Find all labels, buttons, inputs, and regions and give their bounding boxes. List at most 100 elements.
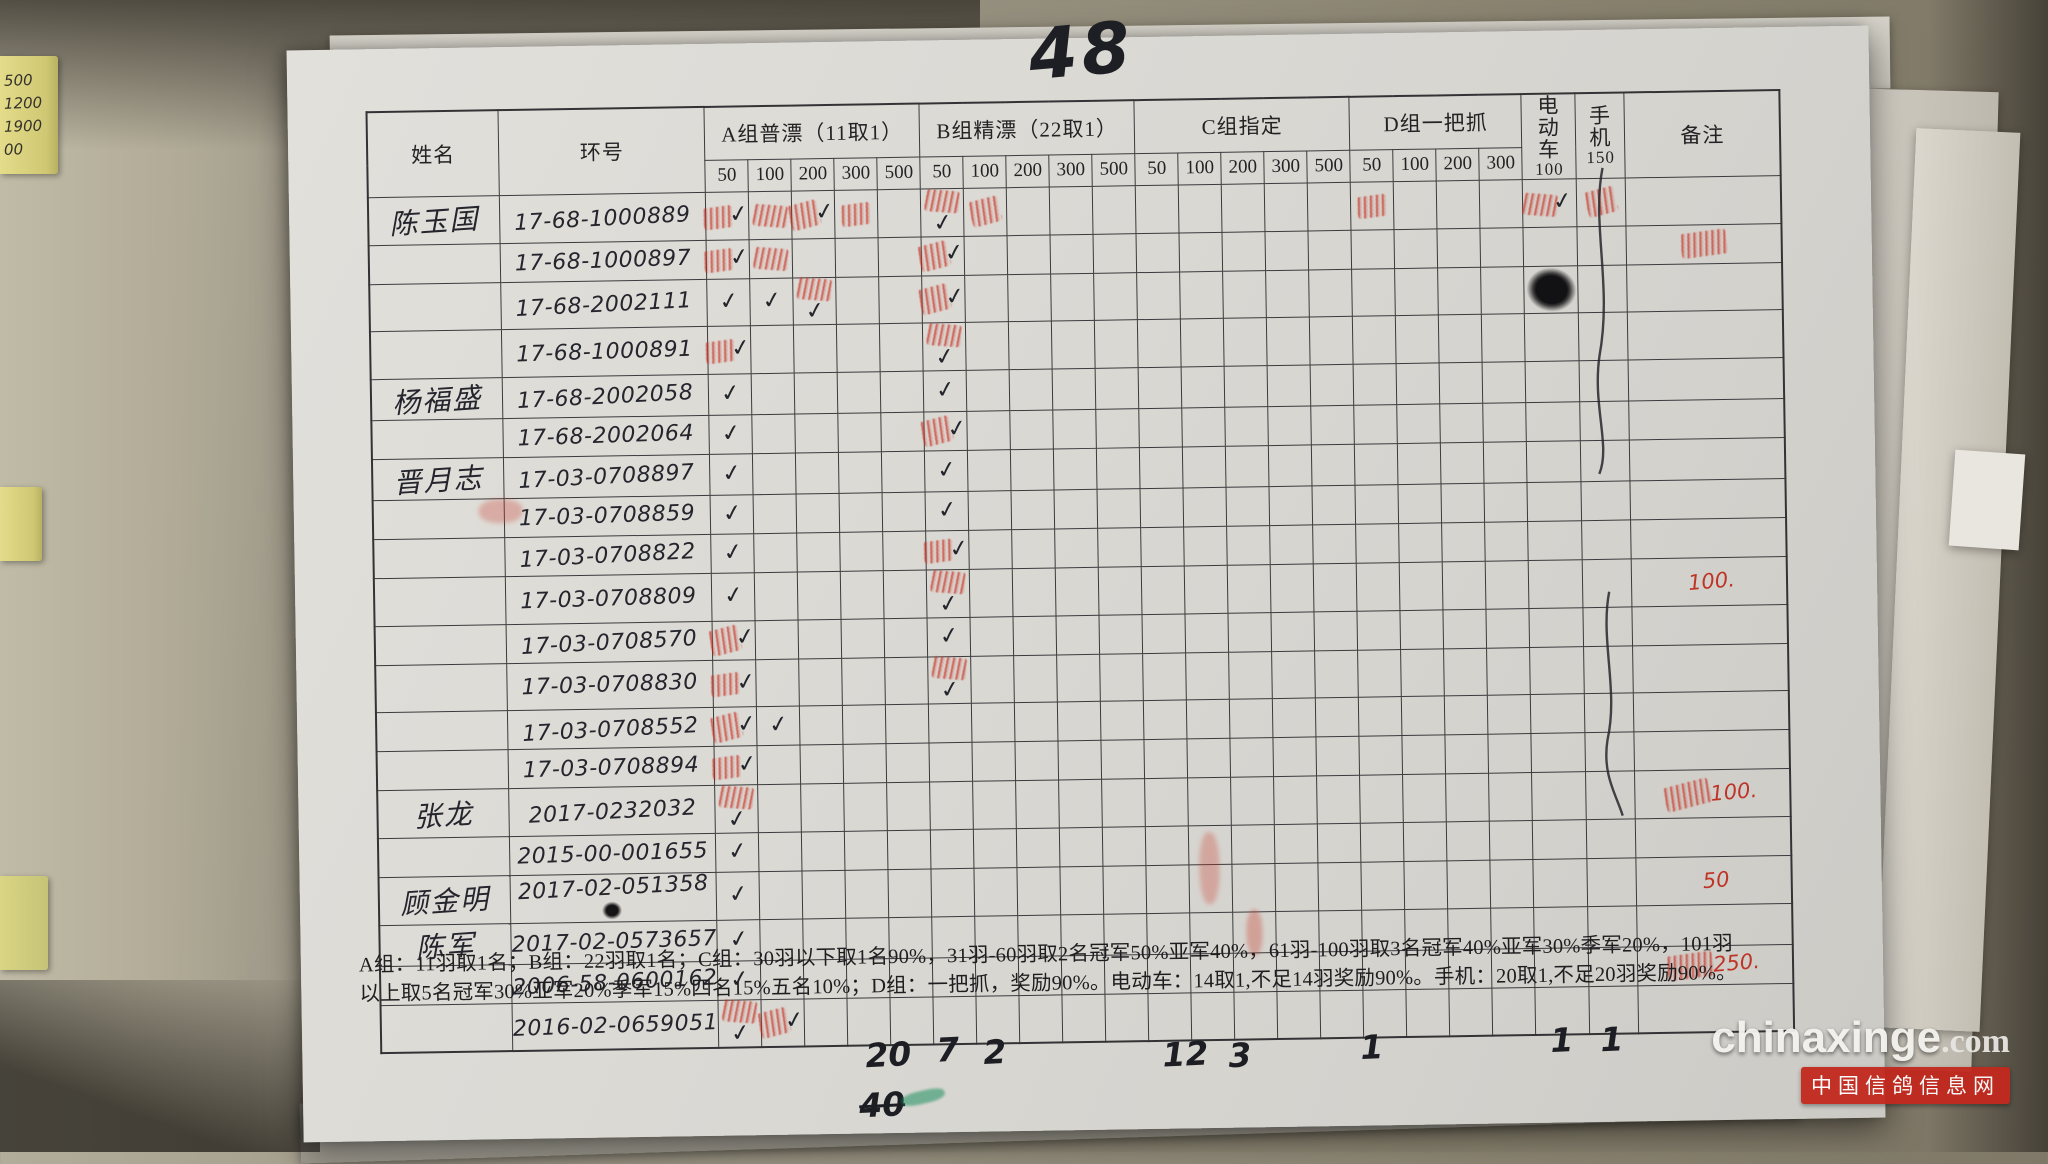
bet-cell-d100 [1399, 561, 1444, 611]
bet-cell-a100: ✓ [756, 706, 801, 746]
bet-cell-c300 [1268, 444, 1313, 487]
price-column-header: 300 [1479, 147, 1523, 181]
bet-cell-b100 [968, 490, 1012, 531]
ring-number-cell: 17-68-1000889 [499, 192, 707, 244]
handwritten-checkmark: ✓ [938, 676, 962, 705]
bet-cell-b50: ✓ [924, 450, 969, 492]
bet-cell-c100 [1187, 738, 1231, 779]
bet-cell-d200 [1438, 314, 1483, 363]
bet-cell-c200 [1232, 863, 1277, 913]
bet-cell-a500 [877, 189, 922, 238]
ebike-column-header: 电动车 100 [1521, 93, 1577, 180]
bet-cell-b500 [1096, 408, 1140, 449]
bet-cell-a50: ✓ [718, 999, 763, 1048]
bet-cell-b200 [1012, 567, 1057, 617]
bet-cell-ev [1523, 264, 1580, 315]
handwritten-checkmark: ✓ [726, 200, 750, 229]
bet-cell-c500 [1314, 610, 1358, 651]
price-column-header: 200 [791, 157, 835, 192]
bet-cell-a200 [799, 705, 844, 746]
bet-cell-a500 [884, 656, 929, 705]
handwritten-checkmark: ✓ [760, 286, 784, 316]
remark-cell [1633, 690, 1790, 733]
bet-cell-b200 [1019, 994, 1064, 1044]
bet-cell-c100 [1182, 407, 1226, 447]
ring-number-cell: 2017-0232032 [508, 785, 716, 837]
bet-cell-ph [1581, 480, 1631, 521]
owner-name: 晋月志 [392, 461, 485, 501]
bet-cell-d50 [1352, 315, 1397, 365]
bet-cell-d50 [1358, 696, 1403, 737]
bet-cell-a50: ✓ [709, 453, 754, 496]
bet-cell-c300 [1267, 364, 1312, 407]
watermark-domain: chinaxinge [1711, 1013, 1942, 1062]
bet-cell-c500 [1314, 649, 1359, 699]
bet-cell-b50: ✓ [927, 616, 971, 657]
bet-cell-b500 [1101, 778, 1146, 828]
bet-cell-c500 [1311, 444, 1356, 486]
bet-cell-c500 [1309, 316, 1354, 365]
bet-cell-a100 [752, 413, 796, 454]
bet-cell-c50 [1142, 613, 1186, 654]
bet-cell-b100 [973, 828, 1018, 869]
ring-number-cell: 2017-02-051358 [510, 870, 718, 924]
bet-cell-a300 [836, 323, 881, 373]
bet-cell-c500 [1318, 862, 1362, 911]
remark-cell: 100. [1634, 768, 1792, 819]
ring-number-cell: 17-03-0708830 [506, 659, 714, 711]
ring-number-cell: 17-03-0708552 [507, 707, 715, 750]
bet-cell-b50: ✓ [916, 274, 966, 324]
bet-cell-ev [1529, 607, 1584, 648]
bet-cell-a100 [748, 191, 793, 240]
bet-cell-a500 [882, 491, 926, 532]
bet-cell-a500 [878, 275, 923, 324]
bet-cell-a500 [879, 323, 924, 372]
bet-cell-ph [1582, 558, 1633, 608]
bet-cell-c100 [1183, 526, 1228, 566]
handwritten-checkmark: ✓ [728, 334, 753, 364]
watermark: chinaxinge.com 中国信鸽信息网 [1711, 1013, 2010, 1104]
bet-cell-a300 [835, 237, 879, 278]
bet-cell-d50 [1353, 363, 1398, 406]
bet-cell-a50: ✓ [706, 620, 757, 660]
bet-cell-b100 [974, 867, 1019, 917]
bet-cell-a300 [842, 704, 887, 745]
owner-name-cell [376, 749, 509, 791]
bet-cell-a200 [793, 324, 838, 373]
bet-cell-b50: ✓ [921, 530, 970, 570]
bet-cell-ph [1580, 400, 1630, 441]
ring-number: 17-03-0708552 [522, 712, 700, 747]
bet-cell-c200 [1234, 991, 1279, 1041]
bet-cell-a300 [838, 412, 882, 453]
bet-cell-a50: ✓ [714, 784, 759, 834]
bet-cell-b200 [1017, 866, 1062, 916]
bet-cell-b500 [1093, 233, 1137, 273]
bet-cell-b200 [1007, 273, 1052, 322]
ring-number: 17-68-2002064 [517, 421, 695, 452]
bet-cell-c200 [1222, 270, 1267, 319]
bet-cell-a50: ✓ [709, 414, 753, 455]
remark-cell [1628, 357, 1785, 401]
handwritten-checkmark: ✓ [721, 538, 745, 567]
ring-number: 17-03-0708897 [518, 460, 696, 495]
phone-column-header: 手机 150 [1575, 92, 1626, 179]
bet-cell-a100 [751, 372, 796, 415]
owner-name-cell [369, 282, 502, 332]
bet-cell-a100 [753, 493, 798, 534]
bet-cell-b100 [964, 274, 1009, 323]
ring-number-cell: 17-03-0708809 [505, 573, 713, 625]
bet-cell-b50: ✓ [918, 411, 968, 451]
ring-number: 17-03-0708822 [519, 539, 697, 574]
bet-cell-c300 [1275, 862, 1320, 912]
bet-cell-a50: ✓ [710, 745, 759, 786]
bet-cell-d100 [1402, 735, 1446, 775]
handwritten-checkmark: ✓ [733, 623, 757, 652]
bet-cell-c200 [1228, 651, 1273, 700]
bet-cell-d200 [1437, 266, 1482, 316]
bet-cell-c500 [1308, 229, 1352, 270]
bet-cell-ev: ✓ [1522, 178, 1578, 228]
bet-cell-b100 [965, 321, 1010, 371]
ring-number: 2017-0232032 [527, 795, 697, 829]
bet-cell-d50 [1361, 861, 1405, 911]
bet-cell-ev [1527, 520, 1583, 561]
